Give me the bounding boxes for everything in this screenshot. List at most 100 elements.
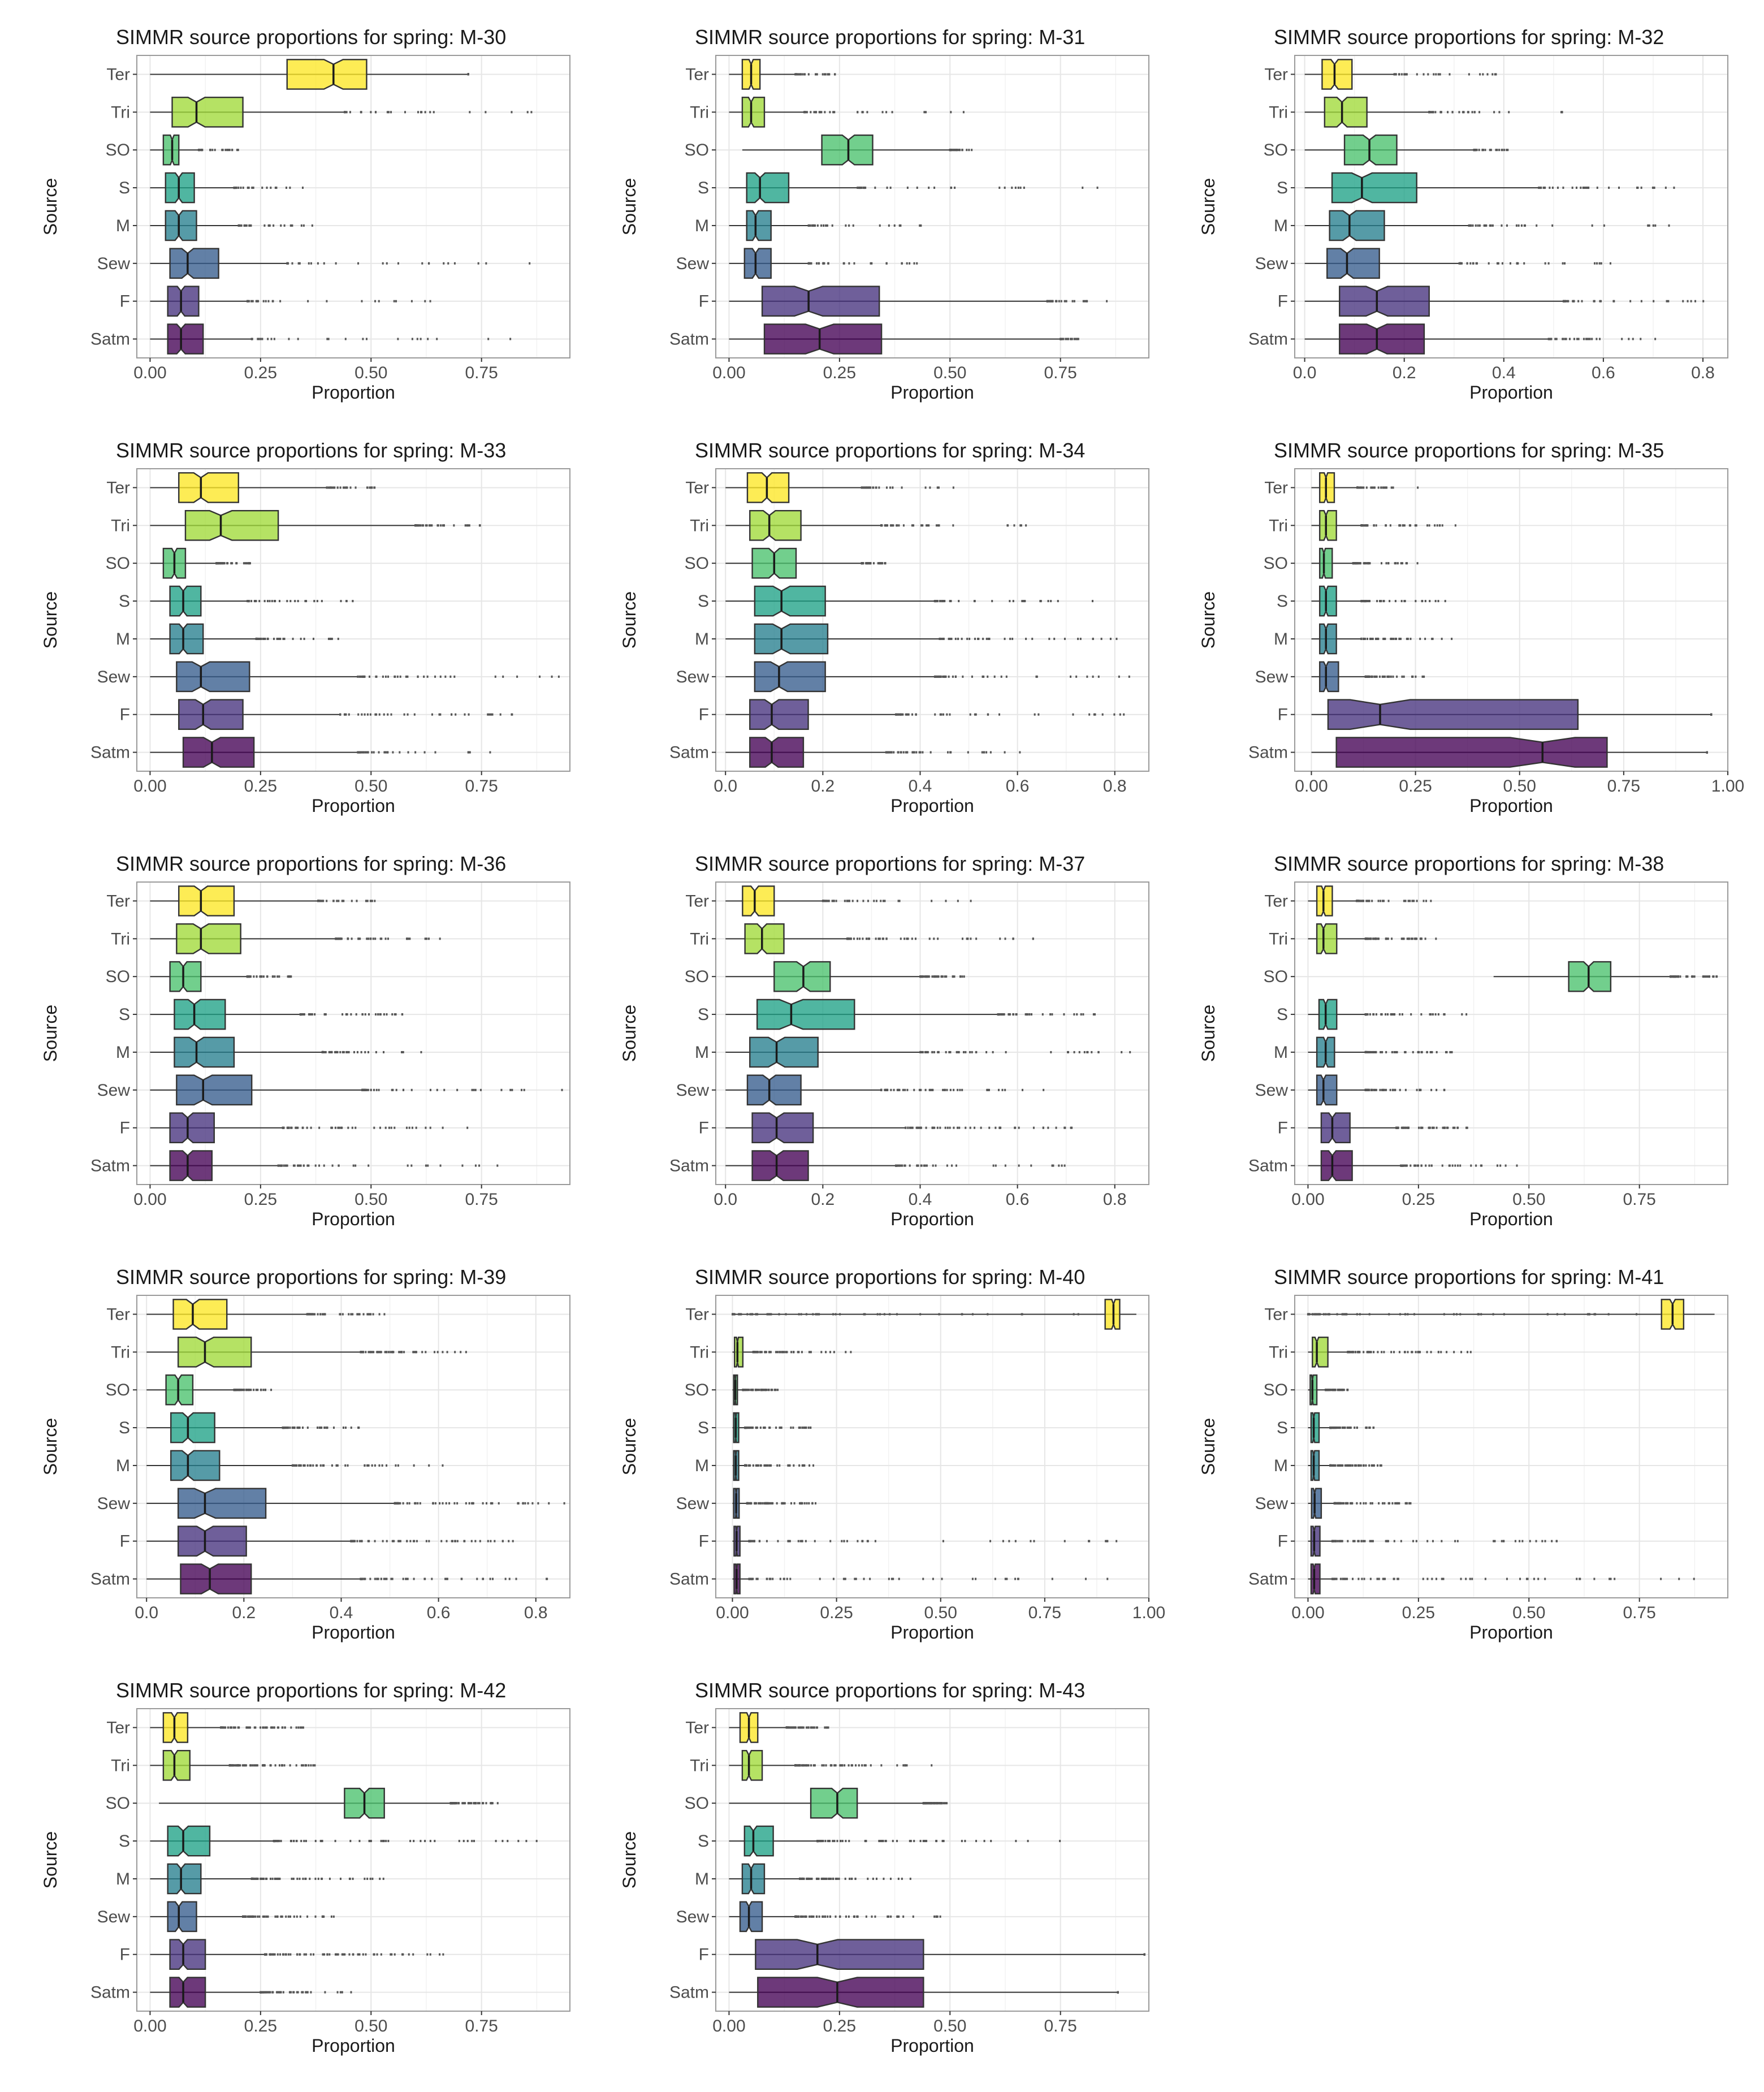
outlier-point bbox=[1555, 338, 1558, 340]
outlier-point bbox=[1092, 637, 1094, 640]
outlier-point bbox=[937, 975, 939, 978]
outlier-point bbox=[414, 1502, 416, 1505]
outlier-point bbox=[235, 187, 237, 189]
outlier-point bbox=[974, 1126, 976, 1129]
outlier-point bbox=[1430, 1351, 1432, 1354]
outlier-point bbox=[1373, 1351, 1375, 1354]
outlier-point bbox=[1433, 73, 1435, 76]
box-Sew bbox=[1308, 1074, 1446, 1106]
outlier-point bbox=[862, 900, 864, 902]
outlier-point bbox=[1499, 1164, 1502, 1167]
y-tick-label: F bbox=[1278, 1119, 1288, 1138]
outlier-point bbox=[434, 751, 436, 754]
outlier-point bbox=[1342, 1577, 1344, 1580]
outlier-point bbox=[920, 1051, 923, 1053]
outlier-point bbox=[1390, 1013, 1392, 1016]
outlier-point bbox=[1335, 1502, 1337, 1505]
box-Tri bbox=[1308, 923, 1437, 954]
outlier-point bbox=[957, 900, 959, 902]
outlier-point bbox=[955, 1164, 957, 1167]
outlier-point bbox=[509, 338, 512, 340]
outlier-point bbox=[915, 1126, 918, 1129]
outlier-point bbox=[889, 751, 892, 754]
outlier-point bbox=[248, 300, 250, 302]
outlier-point bbox=[1434, 111, 1437, 114]
box-body bbox=[174, 999, 226, 1030]
outlier-point bbox=[1527, 1577, 1529, 1580]
outlier-point bbox=[1005, 1051, 1007, 1053]
outlier-point bbox=[1421, 1126, 1424, 1129]
outlier-point bbox=[1589, 338, 1591, 340]
y-tick-label: Satm bbox=[1248, 330, 1288, 349]
outlier-point bbox=[1369, 1013, 1371, 1016]
outlier-point bbox=[1343, 1577, 1346, 1580]
outlier-point bbox=[1535, 1540, 1537, 1542]
outlier-point bbox=[343, 1051, 345, 1053]
outlier-point bbox=[471, 1502, 473, 1505]
outlier-point bbox=[832, 1313, 835, 1316]
outlier-point bbox=[1368, 1464, 1370, 1467]
outlier-point bbox=[395, 1464, 397, 1467]
outlier-point bbox=[1425, 900, 1428, 902]
x-tick-label: 0.00 bbox=[133, 777, 166, 796]
outlier-point bbox=[282, 1427, 284, 1429]
outlier-point bbox=[768, 1389, 770, 1391]
box-S bbox=[1308, 999, 1468, 1030]
outlier-point bbox=[1077, 637, 1079, 640]
outlier-point bbox=[896, 524, 898, 527]
outlier-point bbox=[1106, 1577, 1109, 1580]
outlier-point bbox=[1577, 338, 1580, 340]
outlier-point bbox=[772, 1502, 774, 1505]
outlier-point bbox=[824, 73, 827, 76]
outlier-point bbox=[853, 937, 855, 940]
outlier-point bbox=[1092, 1013, 1095, 1016]
outlier-point bbox=[1436, 1051, 1438, 1053]
outlier-point bbox=[364, 1051, 366, 1053]
outlier-point bbox=[1490, 149, 1492, 152]
outlier-point bbox=[267, 338, 269, 340]
outlier-point bbox=[952, 675, 954, 678]
outlier-point bbox=[745, 1427, 747, 1429]
outlier-point bbox=[763, 1502, 766, 1505]
outlier-point bbox=[1091, 600, 1093, 603]
x-tick-label: 0.00 bbox=[712, 364, 745, 382]
outlier-point bbox=[338, 1126, 340, 1129]
outlier-point bbox=[1015, 1013, 1018, 1016]
y-tick-label: M bbox=[116, 1456, 130, 1475]
outlier-point bbox=[384, 937, 387, 940]
outlier-point bbox=[1308, 1313, 1311, 1316]
outlier-point bbox=[749, 1464, 751, 1467]
x-tick-label: 0.25 bbox=[1402, 1190, 1435, 1209]
outlier-point bbox=[759, 1351, 762, 1354]
outlier-point bbox=[1396, 1126, 1399, 1129]
outlier-point bbox=[1471, 1577, 1473, 1580]
box-body bbox=[165, 1374, 194, 1406]
outlier-point bbox=[1577, 300, 1580, 302]
outlier-point bbox=[1460, 262, 1463, 265]
outlier-point bbox=[1484, 149, 1486, 152]
outlier-point bbox=[879, 937, 881, 940]
outlier-point bbox=[1088, 1540, 1091, 1542]
outlier-point bbox=[897, 751, 899, 754]
outlier-point bbox=[818, 111, 820, 114]
outlier-point bbox=[453, 524, 455, 527]
outlier-point bbox=[1666, 300, 1668, 302]
y-tick-label: Satm bbox=[669, 1570, 709, 1589]
outlier-point bbox=[306, 1164, 309, 1167]
outlier-point bbox=[1394, 600, 1396, 603]
outlier-point bbox=[746, 1313, 749, 1316]
box-Satm bbox=[1308, 1150, 1518, 1181]
outlier-point bbox=[373, 751, 375, 754]
outlier-point bbox=[446, 1351, 448, 1354]
box-body bbox=[744, 923, 785, 954]
outlier-point bbox=[740, 1313, 742, 1316]
outlier-point bbox=[924, 486, 927, 489]
outlier-point bbox=[775, 1351, 777, 1354]
outlier-point bbox=[355, 1013, 357, 1016]
outlier-point bbox=[1454, 524, 1456, 527]
outlier-point bbox=[1691, 975, 1693, 978]
outlier-point bbox=[1386, 675, 1389, 678]
y-tick-label: S bbox=[698, 592, 709, 611]
outlier-point bbox=[1410, 637, 1412, 640]
outlier-point bbox=[417, 1502, 419, 1505]
